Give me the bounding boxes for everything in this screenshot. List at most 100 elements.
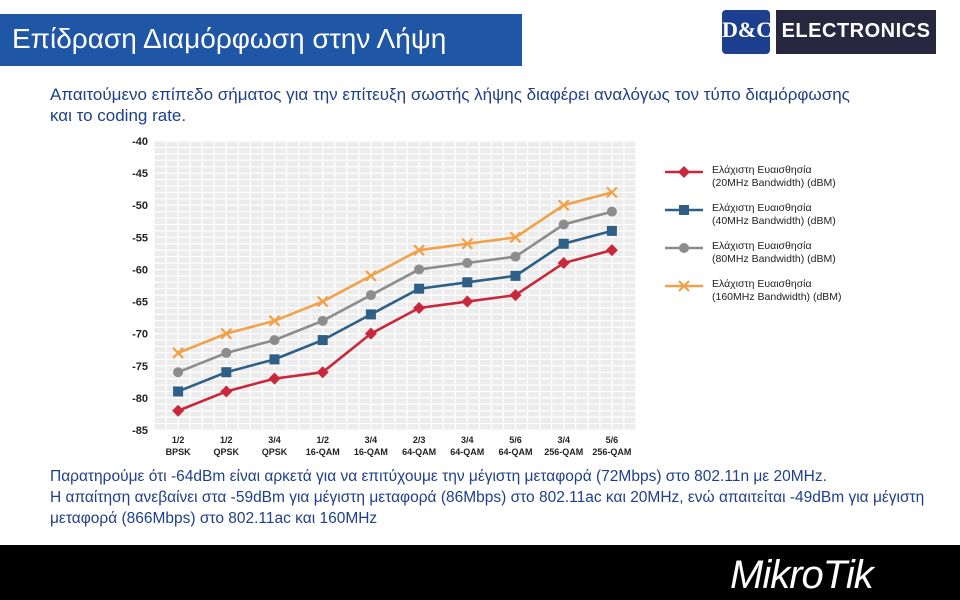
logo-mark: D&C: [722, 10, 773, 54]
data-point: [220, 385, 233, 398]
data-point: [558, 238, 569, 249]
data-point: [462, 277, 473, 288]
y-tick-label: -45: [132, 168, 148, 180]
data-point: [317, 335, 328, 346]
legend-label: Ελάχιστη Ευαισθησία: [712, 240, 812, 252]
x-tick-label: 5/6: [606, 435, 619, 445]
data-point: [269, 354, 280, 365]
dc-electronics-logo: D&C ELECTRONICS: [722, 10, 936, 54]
data-point: [413, 301, 426, 314]
x-tick-label: 5/6: [509, 435, 522, 445]
x-tick-label: 64-QAM: [498, 447, 532, 457]
legend-marker: [679, 243, 689, 253]
y-tick-label: -65: [132, 297, 148, 309]
legend-marker: [678, 280, 690, 292]
legend-sublabel: (160MHz Bandwidth) (dBM): [712, 291, 842, 303]
logo-mark-text: D&C: [722, 17, 773, 42]
data-point: [268, 372, 281, 385]
legend-label: Ελάχιστη Ευαισθησία: [712, 202, 812, 214]
data-point: [606, 225, 617, 236]
x-tick-label: 16-QAM: [306, 447, 340, 457]
data-point: [173, 386, 184, 397]
data-point: [606, 206, 617, 217]
y-tick-label: -50: [132, 200, 148, 212]
data-point: [414, 264, 425, 275]
x-tick-label: BPSK: [166, 447, 192, 457]
y-tick-label: -55: [132, 232, 148, 244]
data-point: [414, 283, 425, 294]
data-point: [606, 186, 618, 199]
legend-marker: [678, 166, 690, 178]
data-point: [221, 347, 232, 358]
legend-sublabel: (40MHz Bandwidth) (dBM): [712, 215, 836, 227]
y-tick-label: -60: [132, 264, 148, 276]
data-point: [172, 347, 184, 359]
x-tick-label: 3/4: [557, 435, 570, 445]
footer-bar: MikroTik: [0, 545, 960, 600]
x-tick-label: 3/4: [365, 435, 378, 445]
x-tick-label: 1/2: [316, 435, 329, 445]
y-tick-label: -80: [132, 393, 148, 405]
x-tick-label: 3/4: [268, 435, 281, 445]
data-point: [365, 270, 377, 282]
observation-line-1: Παρατηρούμε ότι -64dBm είναι αρκετά για …: [50, 468, 827, 485]
x-tick-label: 16-QAM: [354, 447, 388, 457]
data-point: [365, 290, 376, 301]
observation-text: Παρατηρούμε ότι -64dBm είναι αρκετά για …: [50, 466, 950, 529]
data-point: [317, 315, 328, 326]
x-tick-label: 1/2: [220, 435, 233, 445]
x-tick-label: QPSK: [214, 447, 240, 457]
data-point: [509, 289, 522, 302]
data-point: [461, 237, 474, 250]
slide-title: Επίδραση Διαμόρφωση στην Λήψη: [12, 23, 447, 54]
legend-sublabel: (80MHz Bandwidth) (dBM): [712, 253, 836, 265]
series-line-1: [177, 248, 613, 412]
title-bar: Επίδραση Διαμόρφωση στην Λήψη: [0, 14, 522, 66]
x-tick-label: 256-QAM: [592, 447, 631, 457]
data-point: [269, 335, 280, 346]
data-point: [413, 244, 425, 256]
data-point: [220, 327, 233, 340]
data-point: [510, 270, 521, 281]
observation-line-2: Η απαίτηση ανεβαίνει στα -59dBm για μέγι…: [50, 489, 925, 527]
data-point: [557, 199, 570, 212]
data-point: [221, 367, 232, 378]
logo-word-text: ELECTRONICS: [781, 20, 931, 42]
legend-label: Ελάχιστη Ευαισθησία: [712, 278, 812, 290]
legend-label: Ελάχιστη Ευαισθησία: [712, 164, 812, 176]
mikrotik-logo: MikroTik: [730, 553, 874, 597]
data-point: [268, 315, 281, 327]
series-line-4: [177, 191, 613, 355]
data-point: [173, 367, 184, 378]
x-tick-label: 256-QAM: [544, 447, 583, 457]
data-point: [365, 309, 376, 320]
data-point: [605, 244, 618, 257]
x-tick-label: 64-QAM: [450, 447, 484, 457]
data-point: [509, 231, 522, 244]
intro-text: Απαιτούμενο επίπεδο σήματος για την επίτ…: [50, 85, 850, 125]
x-tick-label: 64-QAM: [402, 447, 436, 457]
x-tick-label: QPSK: [262, 447, 288, 457]
data-point: [172, 404, 185, 417]
data-point: [364, 327, 377, 340]
data-point: [510, 251, 521, 262]
data-point: [461, 295, 474, 308]
data-point: [557, 257, 570, 270]
y-tick-label: -75: [132, 361, 148, 373]
sensitivity-chart: -40 -45 -50 -55 -60 -65 -70 -75 -80 -85 1/2 BPSK 1/2…: [132, 136, 842, 457]
series-line-2: [177, 229, 613, 393]
data-point: [462, 258, 473, 269]
x-tick-label: 2/3: [413, 435, 426, 445]
y-tick-label: -85: [132, 425, 148, 437]
y-tick-label: -70: [132, 329, 148, 341]
data-point: [316, 295, 329, 308]
legend-marker: [679, 205, 689, 215]
data-point: [316, 366, 329, 379]
logo-word: ELECTRONICS: [776, 10, 936, 54]
legend-sublabel: (20MHz Bandwidth) (dBM): [712, 177, 836, 189]
x-tick-label: 3/4: [461, 435, 474, 445]
y-tick-label: -40: [132, 136, 148, 148]
x-tick-label: 1/2: [172, 435, 185, 445]
data-point: [558, 219, 569, 230]
series-line-3: [177, 210, 613, 374]
